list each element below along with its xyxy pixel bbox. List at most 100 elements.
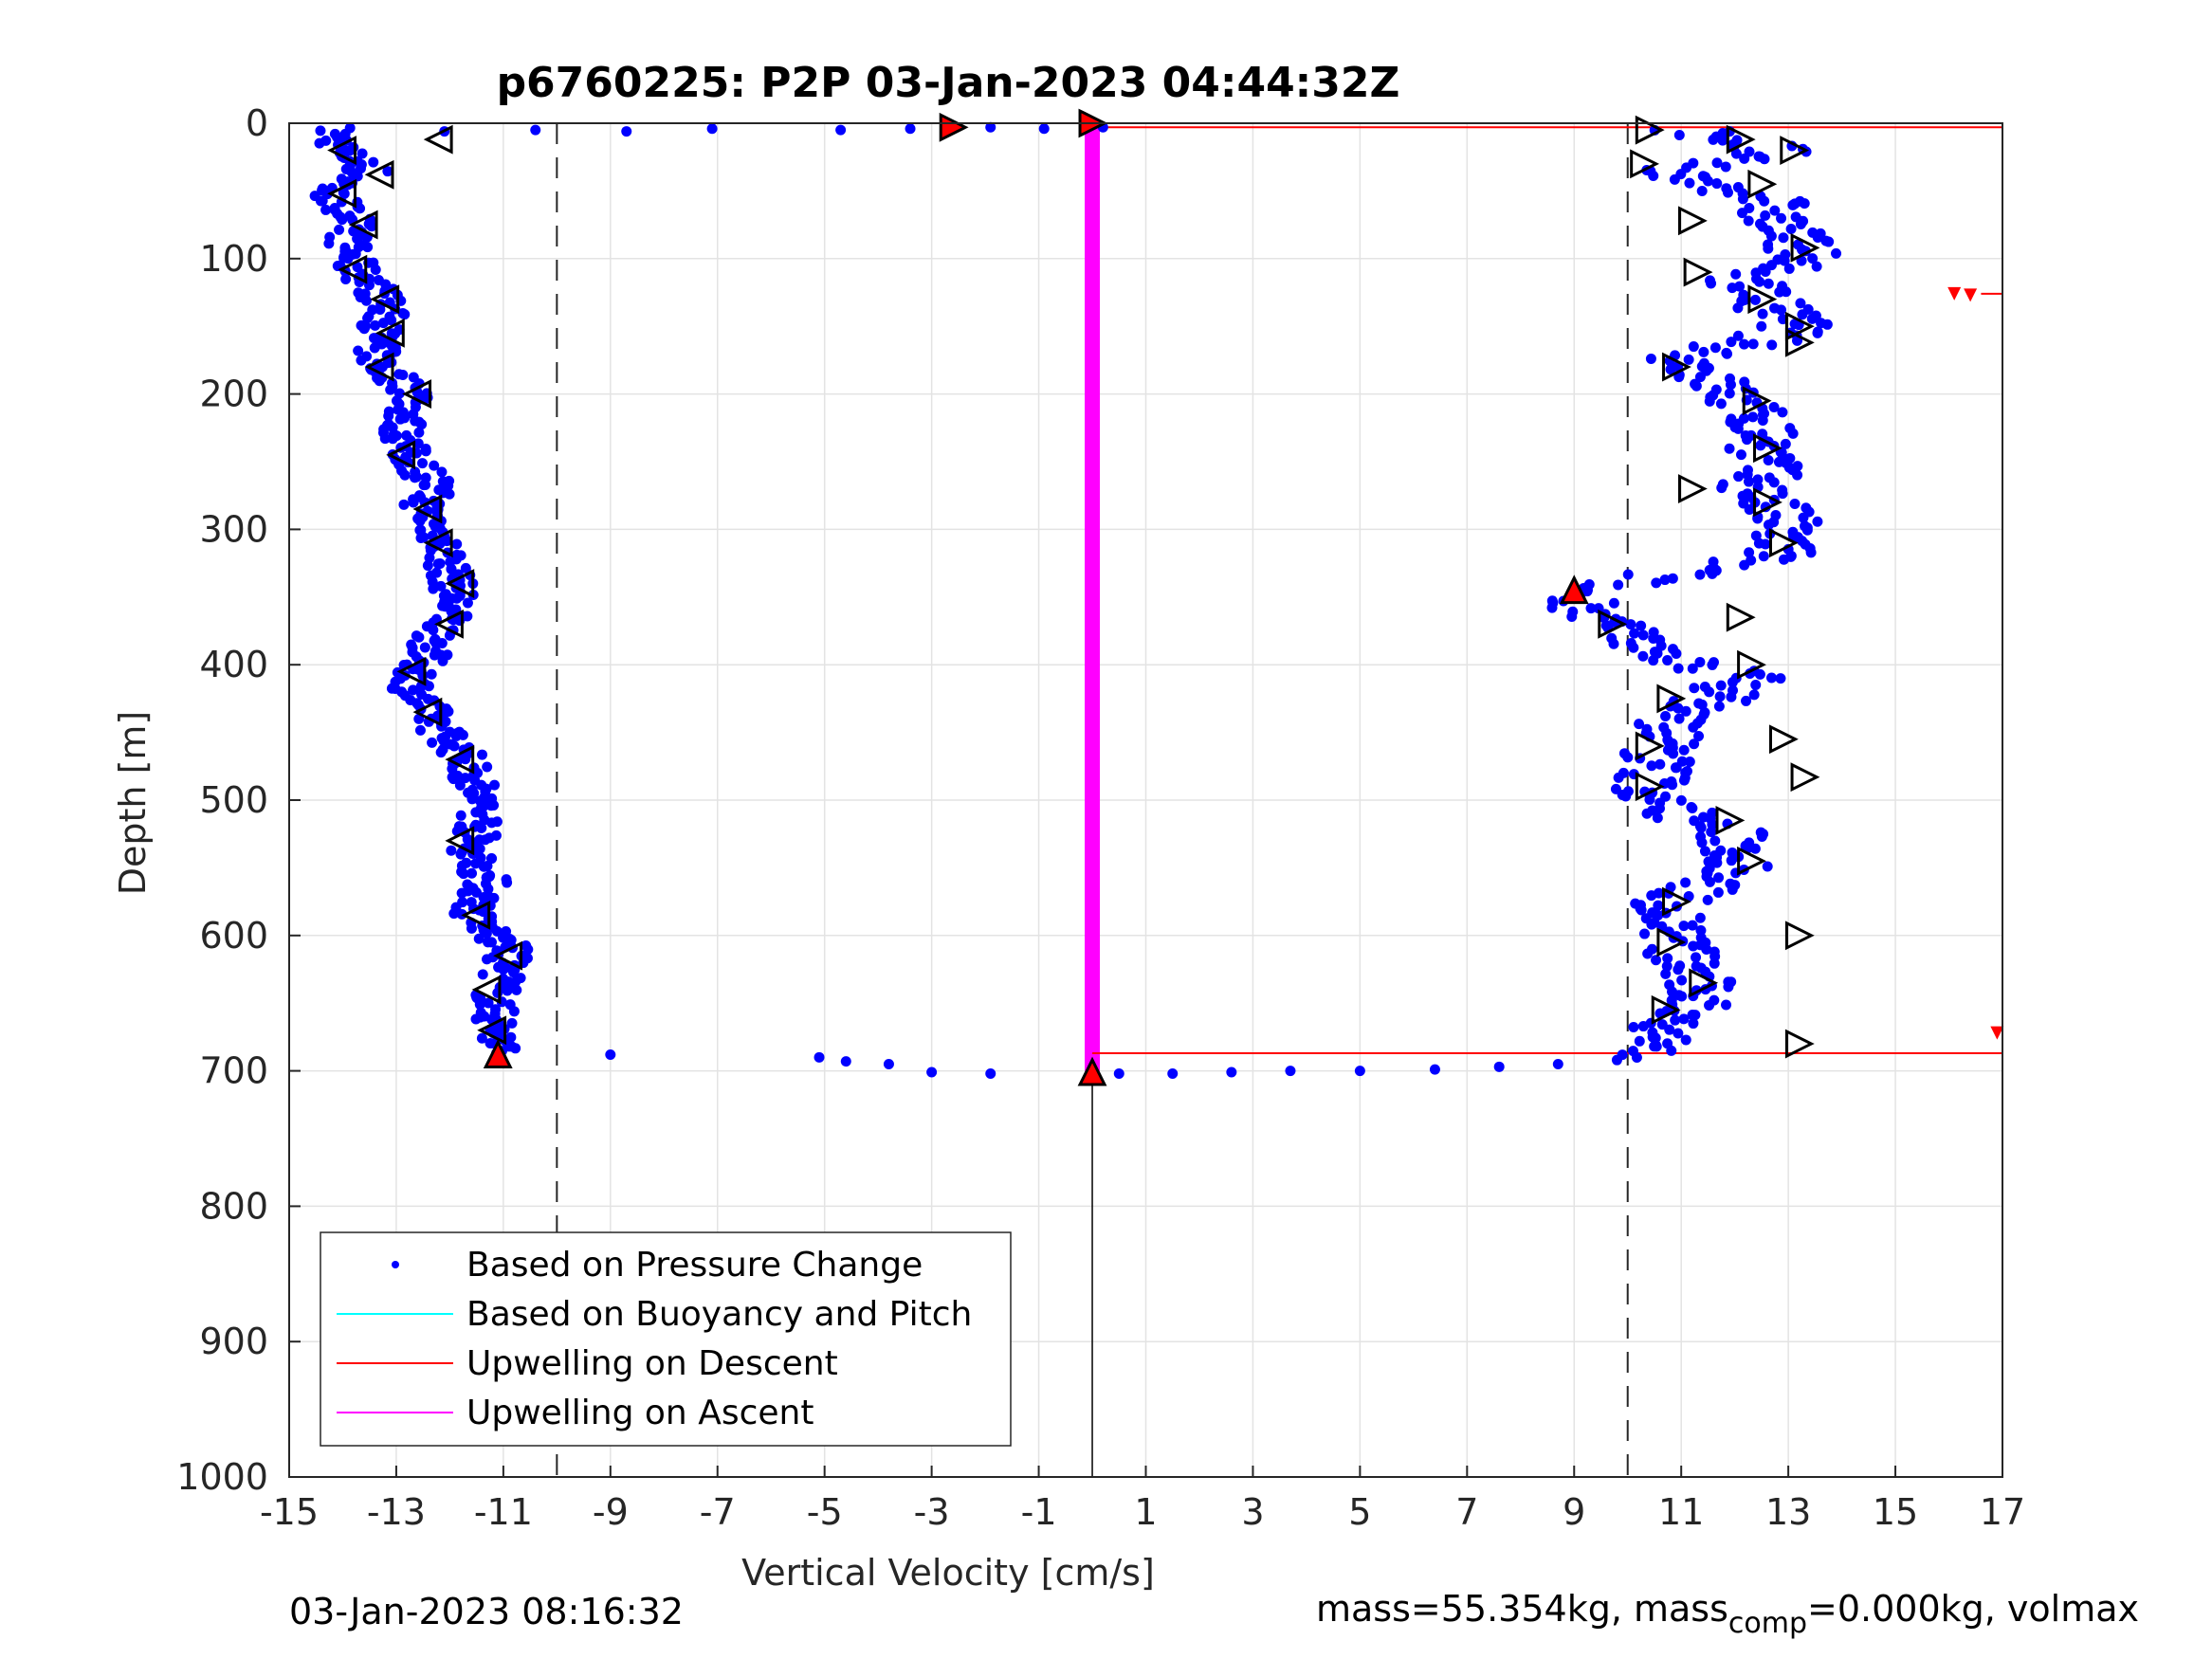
upwelling-flag-marker bbox=[1947, 286, 1962, 301]
descent-point bbox=[414, 516, 426, 527]
descent-point bbox=[417, 458, 429, 469]
ascent-point bbox=[1694, 656, 1706, 667]
bottom-point bbox=[1611, 1054, 1622, 1066]
descent-point bbox=[483, 997, 494, 1009]
x-tick-label: -9 bbox=[593, 1491, 629, 1533]
ascent-point bbox=[1713, 701, 1725, 712]
ascent-point bbox=[1665, 364, 1676, 375]
descent-point bbox=[478, 906, 489, 918]
ascent-marker bbox=[1715, 805, 1746, 835]
legend-label-buoyancy: Based on Buoyancy and Pitch bbox=[466, 1295, 972, 1334]
ascent-point bbox=[1763, 243, 1774, 254]
ascent-point bbox=[1666, 1045, 1677, 1056]
descent-point bbox=[435, 747, 447, 758]
ascent-marker bbox=[1747, 169, 1778, 199]
ascent-point bbox=[1768, 401, 1780, 412]
ascent-point bbox=[1777, 407, 1788, 418]
descent-point bbox=[447, 763, 458, 775]
descent-point bbox=[462, 597, 473, 609]
ascent-point bbox=[1811, 261, 1822, 272]
bottom-point bbox=[605, 1048, 616, 1060]
descent-marker bbox=[375, 318, 405, 348]
ascent-point bbox=[1775, 673, 1786, 684]
x-tick-label: 11 bbox=[1658, 1491, 1704, 1533]
ascent-point bbox=[1812, 327, 1823, 338]
ascent-point bbox=[1613, 772, 1624, 783]
descent-point bbox=[375, 304, 386, 316]
ascent-point bbox=[1696, 186, 1708, 197]
descent-point bbox=[334, 224, 345, 235]
ascent-point bbox=[1637, 1021, 1649, 1032]
descent-point bbox=[511, 984, 522, 995]
ascent-point bbox=[1680, 705, 1691, 717]
descent-point bbox=[522, 944, 534, 956]
descent-point bbox=[374, 375, 385, 387]
footer-mass-part1: mass=55.354kg, mass bbox=[1316, 1588, 1728, 1630]
ascent-point bbox=[1670, 1014, 1681, 1026]
footer-mass-info: mass=55.354kg, masscomp=0.000kg, volmax bbox=[1316, 1588, 2139, 1640]
descent-point bbox=[448, 740, 460, 752]
ascent-point bbox=[1688, 1018, 1699, 1030]
descent-point bbox=[476, 822, 487, 833]
ascent-point bbox=[1727, 677, 1738, 688]
descent-point bbox=[383, 410, 394, 422]
ascent-point bbox=[1673, 702, 1684, 714]
ascent-point bbox=[1725, 379, 1736, 391]
ascent-point bbox=[1799, 198, 1810, 210]
ascent-point bbox=[1743, 215, 1754, 227]
ascent-point bbox=[1789, 499, 1801, 510]
descent-point bbox=[502, 985, 513, 996]
ascent-point bbox=[1683, 891, 1694, 902]
ascent-point bbox=[1702, 175, 1713, 187]
ascent-point bbox=[1687, 920, 1698, 931]
ascent-point bbox=[1758, 551, 1769, 562]
ascent-point bbox=[1608, 638, 1619, 649]
ascent-point bbox=[1709, 835, 1721, 847]
ascent-point bbox=[1646, 890, 1657, 902]
descent-point bbox=[315, 125, 326, 137]
descent-point bbox=[478, 861, 489, 872]
ascent-point bbox=[1646, 919, 1657, 930]
ascent-marker bbox=[1784, 327, 1815, 357]
ascent-point bbox=[1687, 1010, 1698, 1021]
ascent-point bbox=[1698, 346, 1709, 357]
ascent-point bbox=[1704, 876, 1715, 887]
ascent-marker bbox=[1747, 284, 1778, 315]
descent-point bbox=[393, 369, 405, 380]
ascent-point bbox=[1787, 199, 1799, 210]
descent-point bbox=[466, 922, 477, 934]
descent-point bbox=[437, 655, 448, 666]
x-tick-label: -13 bbox=[367, 1491, 426, 1533]
descent-point bbox=[424, 552, 435, 563]
ascent-point bbox=[1660, 711, 1672, 722]
ascent-point bbox=[1806, 313, 1818, 324]
ascent-point bbox=[1629, 628, 1640, 639]
descent-point bbox=[427, 737, 438, 748]
ascent-point bbox=[1732, 330, 1744, 341]
upwelling-flag-marker bbox=[1964, 288, 1978, 302]
ascent-point bbox=[1695, 822, 1707, 833]
descent-point bbox=[451, 592, 463, 604]
data-points bbox=[309, 121, 1842, 1079]
descent-point bbox=[504, 933, 516, 944]
highlight-marker bbox=[939, 112, 969, 142]
y-tick-labels: 0 100 200 300 400 500 600 700 800 900 1000 bbox=[176, 102, 268, 1498]
ascent-point bbox=[1707, 659, 1718, 670]
descent-marker bbox=[386, 440, 416, 470]
ascent-point bbox=[1673, 964, 1684, 975]
ascent-point bbox=[1678, 744, 1690, 756]
ascent-point bbox=[1760, 265, 1771, 277]
descent-point bbox=[418, 480, 430, 491]
descent-point bbox=[419, 642, 430, 653]
ascent-point bbox=[1754, 668, 1765, 680]
ascent-point bbox=[1673, 1028, 1684, 1039]
ascent-point bbox=[1801, 524, 1813, 536]
ascent-marker bbox=[1662, 886, 1691, 917]
ascent-point bbox=[1702, 894, 1713, 905]
ascent-point bbox=[1709, 957, 1720, 969]
ascent-point bbox=[1701, 944, 1712, 956]
descent-point bbox=[485, 937, 497, 948]
descent-point bbox=[382, 166, 393, 177]
x-tick-label: -11 bbox=[474, 1491, 533, 1533]
descent-marker bbox=[477, 1015, 507, 1046]
